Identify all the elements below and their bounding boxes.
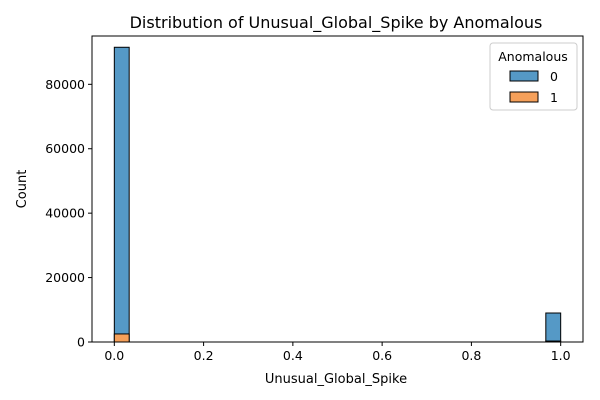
x-tick-label: 0.6	[372, 348, 392, 363]
x-tick-label: 1.0	[551, 348, 571, 363]
plot-frame	[91, 35, 584, 343]
bar-anomalous-0-bin-1	[545, 312, 562, 343]
legend: Anomalous 0 1	[489, 42, 578, 111]
legend-swatch-1	[509, 91, 539, 103]
bar-anomalous-1-bin-0	[113, 333, 130, 343]
x-tick-label: 0.2	[194, 348, 214, 363]
y-tick-label: 40000	[45, 206, 85, 221]
legend-label-1: 1	[550, 90, 558, 105]
legend-swatch-0	[509, 70, 539, 82]
y-tick-label: 60000	[45, 141, 85, 156]
legend-title: Anomalous	[498, 49, 568, 64]
ticks-layer: 0.0 0.2 0.4 0.6 0.8 1.0 0 20000 40000 60000 80000	[45, 77, 570, 363]
x-tick-label: 0.0	[104, 348, 124, 363]
chart-title: Distribution of Unusual_Global_Spike by …	[130, 13, 543, 33]
legend-label-0: 0	[550, 69, 558, 84]
bars-layer	[113, 46, 562, 343]
y-tick-label: 20000	[45, 270, 85, 285]
y-tick-label: 0	[77, 335, 85, 350]
x-tick-label: 0.4	[283, 348, 303, 363]
y-tick-label: 80000	[45, 77, 85, 92]
x-axis-label: Unusual_Global_Spike	[265, 372, 407, 387]
x-tick-label: 0.8	[461, 348, 481, 363]
y-axis-label: Count	[15, 170, 30, 209]
bar-anomalous-0-bin-0	[113, 46, 130, 343]
